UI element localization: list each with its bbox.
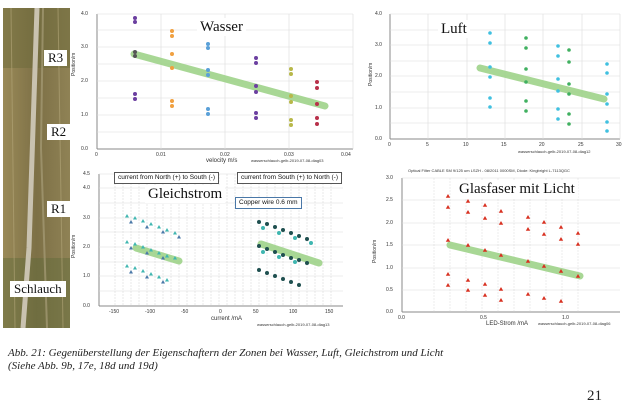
y-axis-label: Position/m [71, 234, 77, 258]
x-tick: 0.01 [156, 152, 166, 158]
chart-title: Glasfaser mit Licht [456, 180, 578, 198]
gleich-left-points-2 [129, 220, 181, 284]
x-tick: 25 [578, 142, 584, 148]
chart-wasser: 0.0 1.0 2.0 3.0 4.0 0 0.01 0.02 0.03 0.0… [71, 6, 357, 164]
chart-luft-plot [389, 13, 621, 140]
caption-line-2: (Siehe Abb. 9b, 17e, 18d und 19d) [8, 360, 158, 372]
x-tick: 0.04 [341, 152, 351, 158]
x-tick: -100 [145, 309, 156, 315]
zone-label-r1: R1 [47, 201, 71, 217]
figure-caption: Abb. 21: Gegenüberstellung der Eigenscha… [8, 347, 443, 373]
x-axis-label: LED-Strom /mA [486, 321, 529, 327]
x-tick: 30 [616, 142, 622, 148]
x-tick: 100 [289, 309, 298, 315]
y-tick: 3.0 [386, 175, 393, 181]
chart-header: Optical Filter CABLE SM 9/125 um LSZH - … [408, 168, 570, 173]
y-tick: 3.0 [83, 215, 90, 221]
chart-footer: wasserschlauch-gelb-2019-07-08-diag13 [257, 322, 330, 327]
wasser-points [133, 16, 319, 127]
zone-band [257, 240, 323, 267]
x-tick: 0.02 [220, 152, 230, 158]
x-tick: 1.0 [562, 315, 569, 321]
x-axis-label: current /mA [211, 316, 243, 322]
zone-band [476, 64, 608, 103]
y-tick: 4.0 [81, 11, 88, 17]
y-tick: 0.5 [386, 287, 393, 293]
glas-points [445, 194, 581, 303]
y-tick: 4.0 [83, 185, 90, 191]
x-tick: 5 [426, 142, 429, 148]
page-number: 21 [587, 388, 602, 404]
chart-glasfaser-plot [401, 177, 620, 313]
x-tick: 50 [253, 309, 259, 315]
y-tick: 1.0 [81, 112, 88, 118]
y-tick: 3.0 [81, 44, 88, 50]
x-tick: 150 [325, 309, 334, 315]
chart-footer: wasserschlauch-gelb-2019-07-08-diag12 [518, 149, 591, 154]
zone-band [446, 241, 584, 280]
y-tick: 2.0 [375, 73, 382, 79]
zone-label-r3: R3 [44, 50, 68, 66]
y-tick: 2.0 [81, 78, 88, 84]
y-tick: 0.0 [375, 136, 382, 142]
y-tick: 0.0 [81, 146, 88, 152]
gleich-left-points [125, 214, 177, 282]
x-tick: 10 [463, 142, 469, 148]
y-tick: 1.0 [375, 105, 382, 111]
chart-footer: wasserschlauch-gelb-2019-07-08-diag03 [251, 158, 324, 163]
x-axis-label: velocity m/s [206, 158, 238, 164]
x-tick: 0.03 [284, 152, 294, 158]
x-tick: 0.0 [398, 315, 405, 321]
y-tick: 2.0 [386, 220, 393, 226]
zone-label-r2: R2 [47, 124, 71, 140]
chart-title: Gleichstrom [145, 185, 226, 203]
y-axis-label: Position/m [368, 62, 374, 86]
chart-gleichstrom: current from North (+) to South (-) curr… [71, 168, 357, 328]
y-tick: 1.0 [386, 265, 393, 271]
chart-title: Wasser [197, 18, 246, 36]
gleich-right-points-2 [261, 226, 313, 264]
y-tick: 2.5 [386, 197, 393, 203]
legend-south-north: current from South (+) to North (-) [237, 172, 342, 184]
wire-note: Copper wire 0.6 mm [235, 197, 302, 209]
x-tick: 0 [388, 142, 391, 148]
x-tick: 0 [219, 309, 222, 315]
x-tick: 15 [501, 142, 507, 148]
chart-wasser-plot [96, 13, 354, 150]
y-axis-label: Position/m [372, 239, 378, 263]
zone-band [130, 50, 329, 110]
x-tick: -50 [181, 309, 189, 315]
x-tick: -150 [109, 309, 120, 315]
chart-luft: 0.0 1.0 2.0 3.0 4.0 0 5 10 15 20 25 30 P… [368, 6, 630, 156]
zone-label-schlauch: Schlauch [10, 281, 66, 297]
legend-north-south: current from North (+) to South (-) [114, 172, 219, 184]
y-tick: 0.0 [83, 303, 90, 309]
chart-title: Luft [438, 20, 470, 38]
x-tick: 0 [95, 152, 98, 158]
y-tick: 1.0 [83, 273, 90, 279]
y-tick: 3.0 [375, 42, 382, 48]
x-tick: 0.5 [480, 315, 487, 321]
y-tick: 1.5 [386, 242, 393, 248]
x-tick: 20 [539, 142, 545, 148]
chart-glasfaser: Optical Filter CABLE SM 9/125 um LSZH - … [368, 168, 630, 328]
y-axis-label: Position/m [71, 52, 77, 76]
y-tick: 0.0 [386, 309, 393, 315]
caption-line-1: Abb. 21: Gegenüberstellung der Eigenscha… [8, 347, 444, 359]
gleich-right-points [257, 220, 309, 287]
chart-footer: wasserschlauch-gelb-2019-07-08-diag06 [538, 321, 611, 326]
y-tick: 4.5 [83, 171, 90, 177]
y-tick: 4.0 [375, 11, 382, 17]
y-tick: 2.0 [83, 244, 90, 250]
luft-points [488, 31, 609, 133]
